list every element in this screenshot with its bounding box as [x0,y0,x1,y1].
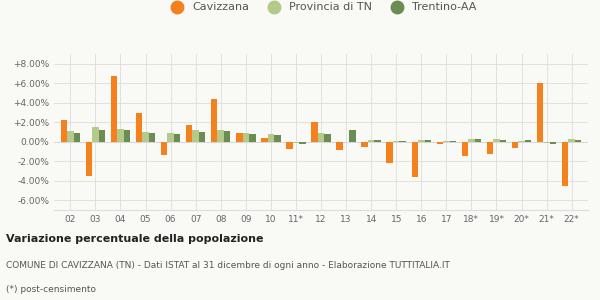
Bar [437,142,443,144]
Bar [512,142,518,148]
Bar [186,125,193,142]
Bar [550,142,556,144]
Bar [562,142,568,186]
Bar [575,140,581,142]
Bar [449,141,456,142]
Bar [161,142,167,155]
Bar [211,99,217,142]
Bar [86,142,92,176]
Bar [461,142,468,156]
Bar [136,113,142,142]
Bar [425,140,431,142]
Bar [386,142,393,163]
Bar [443,141,449,142]
Bar [544,142,550,143]
Bar [475,139,481,142]
Bar [268,134,274,142]
Bar [236,133,242,142]
Bar [487,142,493,154]
Bar [324,134,331,142]
Bar [274,135,281,142]
Bar [568,139,575,142]
Legend: Cavizzana, Provincia di TN, Trentino-AA: Cavizzana, Provincia di TN, Trentino-AA [163,0,479,15]
Bar [224,131,230,142]
Bar [261,138,268,142]
Bar [98,130,105,142]
Bar [167,133,174,142]
Bar [393,141,400,142]
Bar [500,140,506,142]
Bar [349,130,356,142]
Bar [142,132,149,142]
Bar [374,140,381,142]
Text: Variazione percentuale della popolazione: Variazione percentuale della popolazione [6,233,263,244]
Bar [199,132,205,142]
Bar [493,139,500,142]
Bar [412,142,418,177]
Bar [318,133,324,142]
Bar [400,141,406,142]
Bar [286,142,293,148]
Bar [336,142,343,150]
Bar [110,76,117,142]
Text: (*) post-censimento: (*) post-censimento [6,286,96,295]
Bar [74,133,80,142]
Bar [293,142,299,143]
Bar [149,133,155,142]
Bar [117,129,124,142]
Bar [468,139,475,142]
Bar [242,133,249,142]
Bar [537,83,544,142]
Bar [124,130,130,142]
Bar [361,142,368,147]
Bar [193,130,199,142]
Bar [249,134,256,142]
Bar [299,142,306,144]
Text: COMUNE DI CAVIZZANA (TN) - Dati ISTAT al 31 dicembre di ogni anno - Elaborazione: COMUNE DI CAVIZZANA (TN) - Dati ISTAT al… [6,262,450,271]
Bar [67,131,74,142]
Bar [368,140,374,142]
Bar [418,140,425,142]
Bar [217,130,224,142]
Bar [525,140,532,142]
Bar [92,127,98,142]
Bar [518,141,525,142]
Bar [61,120,67,142]
Bar [174,134,181,142]
Bar [311,122,318,142]
